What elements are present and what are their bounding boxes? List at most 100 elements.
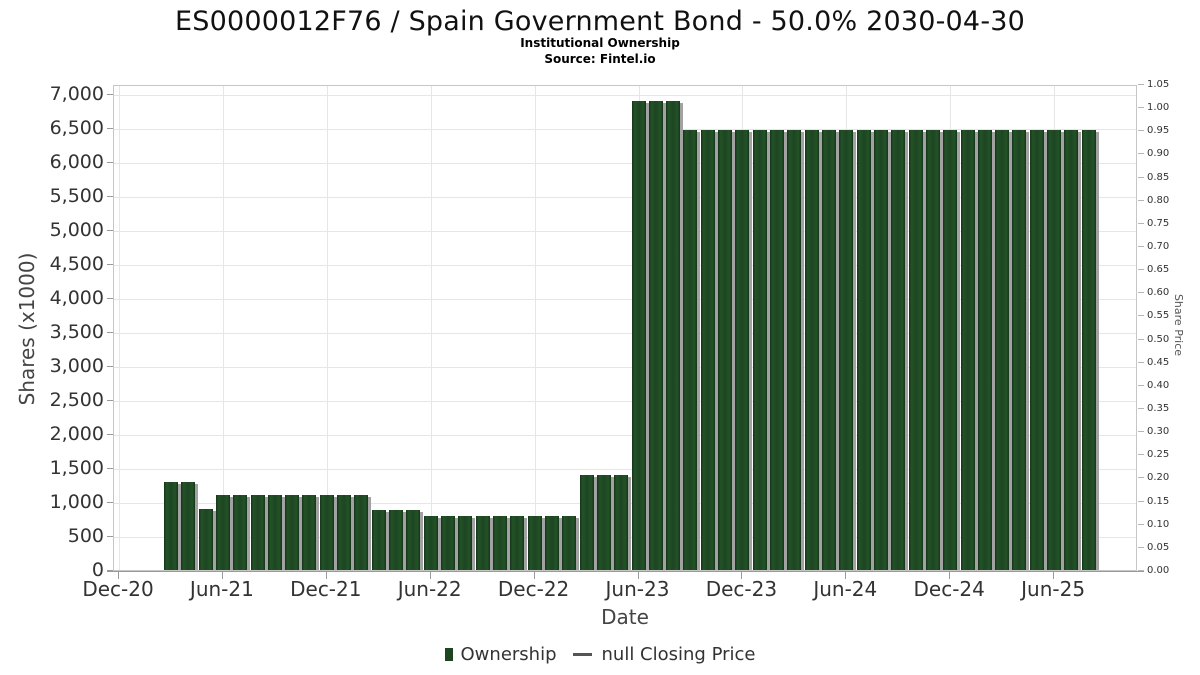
y-axis-left-tick bbox=[107, 468, 113, 469]
y-axis-left-tick-label: 1,500 bbox=[49, 457, 104, 479]
ownership-bar[interactable] bbox=[320, 495, 334, 570]
ownership-bar[interactable] bbox=[1064, 130, 1078, 570]
ownership-bar[interactable] bbox=[614, 475, 628, 570]
ownership-bar[interactable] bbox=[891, 130, 905, 570]
ownership-bar[interactable] bbox=[216, 495, 230, 570]
ownership-bar[interactable] bbox=[493, 516, 507, 570]
ownership-bar[interactable] bbox=[545, 516, 559, 570]
legend-ownership-label[interactable]: Ownership bbox=[460, 643, 557, 665]
ownership-bar[interactable] bbox=[528, 516, 542, 570]
ownership-bar[interactable] bbox=[372, 510, 386, 570]
ownership-bar[interactable] bbox=[1047, 130, 1061, 570]
y-axis-right-tick bbox=[1138, 361, 1144, 363]
x-axis-tick bbox=[325, 572, 327, 579]
ownership-bar[interactable] bbox=[718, 130, 732, 570]
y-axis-right-tick-label: 0.85 bbox=[1147, 171, 1170, 183]
price-series-dash-icon[interactable] bbox=[572, 652, 592, 656]
y-axis-right-tick bbox=[1138, 431, 1144, 433]
x-axis-tick-label: Dec-22 bbox=[497, 577, 570, 601]
ownership-bar[interactable] bbox=[476, 516, 490, 570]
ownership-bar[interactable] bbox=[995, 130, 1009, 570]
h-gridline bbox=[114, 265, 1136, 266]
y-axis-left-tick bbox=[107, 298, 113, 299]
ownership-bar[interactable] bbox=[805, 130, 819, 570]
ownership-bar[interactable] bbox=[632, 101, 646, 570]
y-axis-left-tick-label: 5,500 bbox=[49, 185, 104, 207]
ownership-bar[interactable] bbox=[649, 101, 663, 570]
y-axis-right-tick-label: 1.00 bbox=[1147, 102, 1170, 114]
x-axis-tick bbox=[845, 572, 847, 579]
y-axis-left-tick bbox=[107, 434, 113, 435]
y-axis-left-tick bbox=[107, 570, 113, 571]
ownership-bar[interactable] bbox=[874, 130, 888, 570]
y-axis-left-tick-label: 4,500 bbox=[49, 253, 104, 275]
ownership-bar[interactable] bbox=[354, 495, 368, 570]
y-axis-left-tick bbox=[107, 94, 113, 95]
y-axis-right-tick bbox=[1138, 292, 1144, 294]
ownership-bar[interactable] bbox=[510, 516, 524, 570]
ownership-bar[interactable] bbox=[562, 516, 576, 570]
ownership-bar[interactable] bbox=[735, 130, 749, 570]
v-gridline bbox=[534, 86, 536, 570]
h-gridline bbox=[114, 469, 1136, 470]
y-axis-left-tick bbox=[107, 366, 113, 367]
ownership-bar[interactable] bbox=[701, 130, 715, 570]
y-axis-right-tick bbox=[1138, 523, 1144, 525]
ownership-bar[interactable] bbox=[1082, 130, 1096, 570]
y-axis-right-tick bbox=[1138, 269, 1144, 271]
y-axis-right-tick-label: 0.05 bbox=[1147, 541, 1170, 553]
y-axis-left-tick-label: 2,500 bbox=[49, 389, 104, 411]
x-axis-tick-label: Dec-20 bbox=[82, 577, 154, 601]
ownership-bar[interactable] bbox=[839, 130, 853, 570]
ownership-series-swatch-icon[interactable] bbox=[444, 647, 453, 661]
ownership-bar[interactable] bbox=[389, 510, 403, 570]
y-axis-left-tick-label: 3,000 bbox=[49, 355, 104, 377]
ownership-bar[interactable] bbox=[1012, 130, 1026, 570]
y-axis-right-tick-label: 0.35 bbox=[1147, 403, 1170, 414]
ownership-bar[interactable] bbox=[683, 130, 697, 570]
y-axis-left-tick-label: 3,500 bbox=[49, 321, 104, 343]
y-axis-right-tick-label: 0.55 bbox=[1147, 310, 1170, 322]
v-gridline bbox=[222, 86, 224, 570]
y-axis-right-tick-label: 0.25 bbox=[1147, 449, 1170, 461]
ownership-bar[interactable] bbox=[199, 509, 213, 570]
y-axis-left-tick-label: 0 bbox=[91, 559, 104, 581]
ownership-bar[interactable] bbox=[164, 482, 178, 570]
ownership-bar[interactable] bbox=[978, 130, 992, 570]
ownership-bar[interactable] bbox=[302, 495, 316, 570]
ownership-bar[interactable] bbox=[1030, 130, 1044, 570]
ownership-bar[interactable] bbox=[458, 516, 472, 570]
chart-source-credit: Source: Fintel.io bbox=[544, 52, 656, 66]
y-axis-left-tick bbox=[107, 400, 113, 401]
ownership-bar[interactable] bbox=[268, 495, 282, 570]
ownership-bar[interactable] bbox=[251, 495, 265, 570]
ownership-bar[interactable] bbox=[787, 130, 801, 570]
ownership-bar[interactable] bbox=[337, 495, 351, 570]
ownership-bar[interactable] bbox=[857, 130, 871, 570]
ownership-bar[interactable] bbox=[943, 130, 957, 570]
ownership-bar[interactable] bbox=[580, 475, 594, 570]
ownership-bar[interactable] bbox=[233, 495, 247, 570]
ownership-bar[interactable] bbox=[181, 482, 195, 570]
y-axis-left-tick-label: 7,000 bbox=[49, 83, 104, 105]
ownership-bar[interactable] bbox=[441, 516, 455, 570]
ownership-bar[interactable] bbox=[770, 130, 784, 570]
ownership-bar[interactable] bbox=[822, 130, 836, 570]
legend-price-label[interactable]: null Closing Price bbox=[601, 643, 756, 665]
ownership-bar[interactable] bbox=[424, 516, 438, 570]
y-axis-right-tick bbox=[1138, 176, 1144, 178]
ownership-bar[interactable] bbox=[285, 495, 299, 570]
y-axis-right-tick bbox=[1138, 454, 1144, 456]
x-axis-tick bbox=[637, 572, 639, 579]
v-gridline bbox=[430, 86, 432, 570]
ownership-bar[interactable] bbox=[753, 130, 767, 570]
ownership-bar[interactable] bbox=[926, 130, 940, 570]
ownership-bar[interactable] bbox=[597, 475, 611, 570]
y-axis-right-tick bbox=[1138, 546, 1144, 548]
ownership-bar[interactable] bbox=[961, 130, 975, 570]
h-gridline bbox=[114, 231, 1136, 232]
ownership-bar[interactable] bbox=[406, 510, 420, 570]
ownership-bar[interactable] bbox=[909, 130, 923, 570]
ownership-bar[interactable] bbox=[666, 101, 680, 570]
